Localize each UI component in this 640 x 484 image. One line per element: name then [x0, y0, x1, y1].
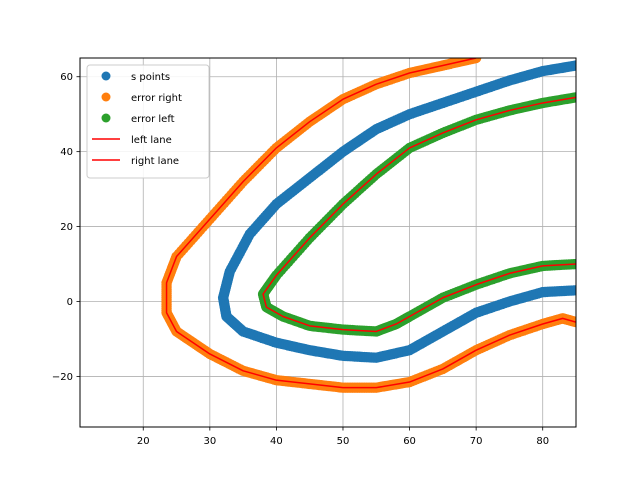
- series-s-points: [217, 60, 576, 363]
- x-tick-label: 30: [203, 436, 216, 447]
- legend-marker: [101, 92, 111, 102]
- legend-label: right lane: [131, 156, 179, 167]
- point-s-points: [570, 285, 576, 296]
- legend-label: error left: [131, 114, 175, 125]
- legend: s points error right error left left lane ri…: [86, 64, 210, 179]
- x-tick-label: 20: [137, 436, 150, 447]
- y-tick-label: 0: [67, 297, 73, 308]
- legend-label: left lane: [131, 135, 172, 146]
- axes: 20 30 40 50 60 70 80 −20 0 20 40 60: [52, 72, 549, 447]
- legend-box: [86, 64, 210, 179]
- x-tick-label: 50: [337, 436, 350, 447]
- x-tick-label: 80: [536, 436, 549, 447]
- x-tick-label: 70: [470, 436, 483, 447]
- legend-label: s points: [131, 72, 170, 83]
- line-left-lane: [262, 96, 576, 333]
- y-tick-label: 20: [60, 222, 73, 233]
- x-tick-label: 60: [403, 436, 416, 447]
- y-tick-label: 40: [60, 147, 73, 158]
- legend-marker: [101, 113, 111, 123]
- plot-frame: [79, 57, 577, 428]
- plot-data: [161, 58, 576, 393]
- y-tick-label: −20: [52, 372, 73, 383]
- legend-marker: [101, 71, 111, 81]
- x-tick-label: 40: [270, 436, 283, 447]
- y-tick-label: 60: [60, 72, 73, 83]
- line-right-lane: [165, 58, 576, 389]
- legend-label: error right: [131, 93, 182, 104]
